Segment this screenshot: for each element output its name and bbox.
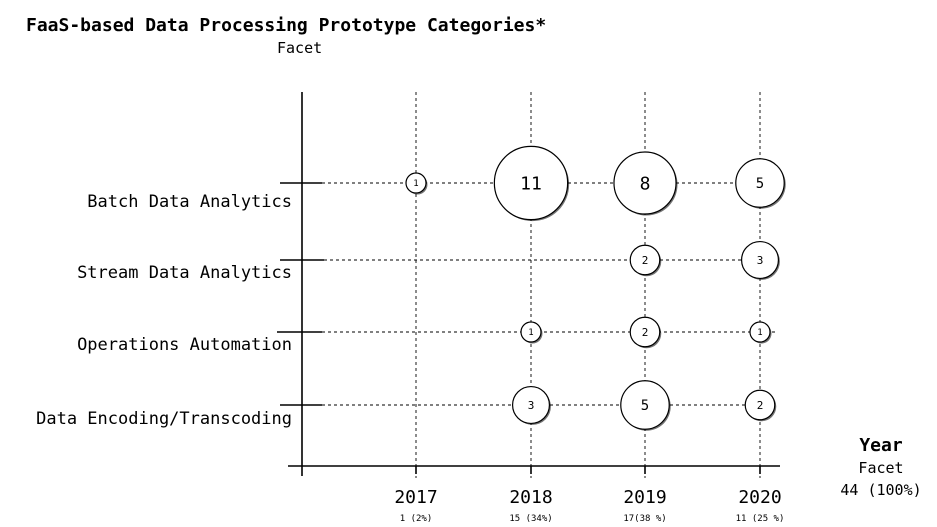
bubble-operations-automation-2018: 1 (520, 321, 543, 344)
total-count-label: 44 (100%) (840, 481, 921, 499)
bubble-operations-automation-2019: 2 (629, 316, 662, 349)
y-tick-label-data-encoding-transcoding: Data Encoding/Transcoding (36, 409, 292, 429)
bubble-value-label: 3 (757, 254, 764, 267)
bubble-batch-data-analytics-2017: 1 (405, 172, 428, 195)
bubble-value-label: 2 (642, 254, 649, 267)
y-tick-label-batch-data-analytics: Batch Data Analytics (87, 192, 292, 212)
bubble-batch-data-analytics-2018: 11 (493, 145, 570, 222)
bubble-value-label: 11 (520, 173, 542, 194)
bubble-value-label: 3 (528, 399, 535, 412)
axis-ticks (277, 182, 761, 474)
x-tick-label-2018: 2018 (509, 487, 552, 508)
bubble-operations-automation-2020: 1 (749, 321, 772, 344)
bubble-circle (520, 321, 542, 343)
x-sublabel-2018: 15 (34%) (509, 514, 552, 524)
x-axis-title: Year (859, 435, 903, 456)
bubble-batch-data-analytics-2020: 5 (735, 158, 786, 209)
x-axis-facet-label: Facet (858, 459, 903, 477)
x-tick-label-2017: 2017 (394, 487, 437, 508)
bubble-data-encoding-transcoding-2019: 5 (620, 380, 671, 431)
x-tick-label-2019: 2019 (623, 487, 666, 508)
bubble-value-label: 8 (640, 173, 651, 194)
bubble-circle (749, 321, 771, 343)
y-tick-label-operations-automation: Operations Automation (77, 335, 292, 355)
x-sublabel-2020: 11 (25 %) (736, 514, 785, 524)
bubble-value-label: 2 (757, 399, 764, 412)
grid-lines (322, 92, 778, 478)
bubble-circle (405, 172, 427, 194)
bubble-stream-data-analytics-2019: 2 (629, 244, 662, 277)
bubble-value-label: 1 (413, 179, 418, 189)
bubble-value-label: 1 (757, 328, 762, 338)
bubble-circle (740, 240, 780, 280)
x-tick-label-2020: 2020 (738, 487, 781, 508)
bubble-value-label: 1 (528, 328, 533, 338)
y-axis-title: Facet (277, 39, 322, 57)
bubble-circle (620, 380, 670, 430)
bubble-circle (744, 389, 776, 421)
y-tick-label-stream-data-analytics: Stream Data Analytics (77, 263, 292, 283)
bubbles: 1 11 8 52 31 2 13 5 2 (405, 145, 786, 431)
bubble-stream-data-analytics-2020: 3 (740, 240, 780, 280)
bubble-data-encoding-transcoding-2018: 3 (511, 385, 551, 425)
bubble-circle (629, 316, 661, 348)
bubble-circle (629, 244, 661, 276)
axis-labels: Batch Data Analytics Stream Data Analytic… (36, 192, 784, 524)
x-sublabel-2017: 1 (2%) (400, 514, 433, 524)
x-sublabel-2019: 17(38 %) (623, 514, 666, 524)
bubble-value-label: 2 (642, 326, 649, 339)
bubble-circle (511, 385, 551, 425)
bubble-batch-data-analytics-2019: 8 (613, 151, 678, 216)
bubble-circle (735, 158, 785, 208)
bubble-circle (493, 145, 569, 221)
chart-title: FaaS-based Data Processing Prototype Cat… (26, 15, 546, 36)
bubble-value-label: 5 (756, 176, 764, 192)
bubble-circle (613, 151, 677, 215)
bubble-value-label: 5 (641, 398, 649, 414)
bubble-data-encoding-transcoding-2020: 2 (744, 389, 777, 422)
